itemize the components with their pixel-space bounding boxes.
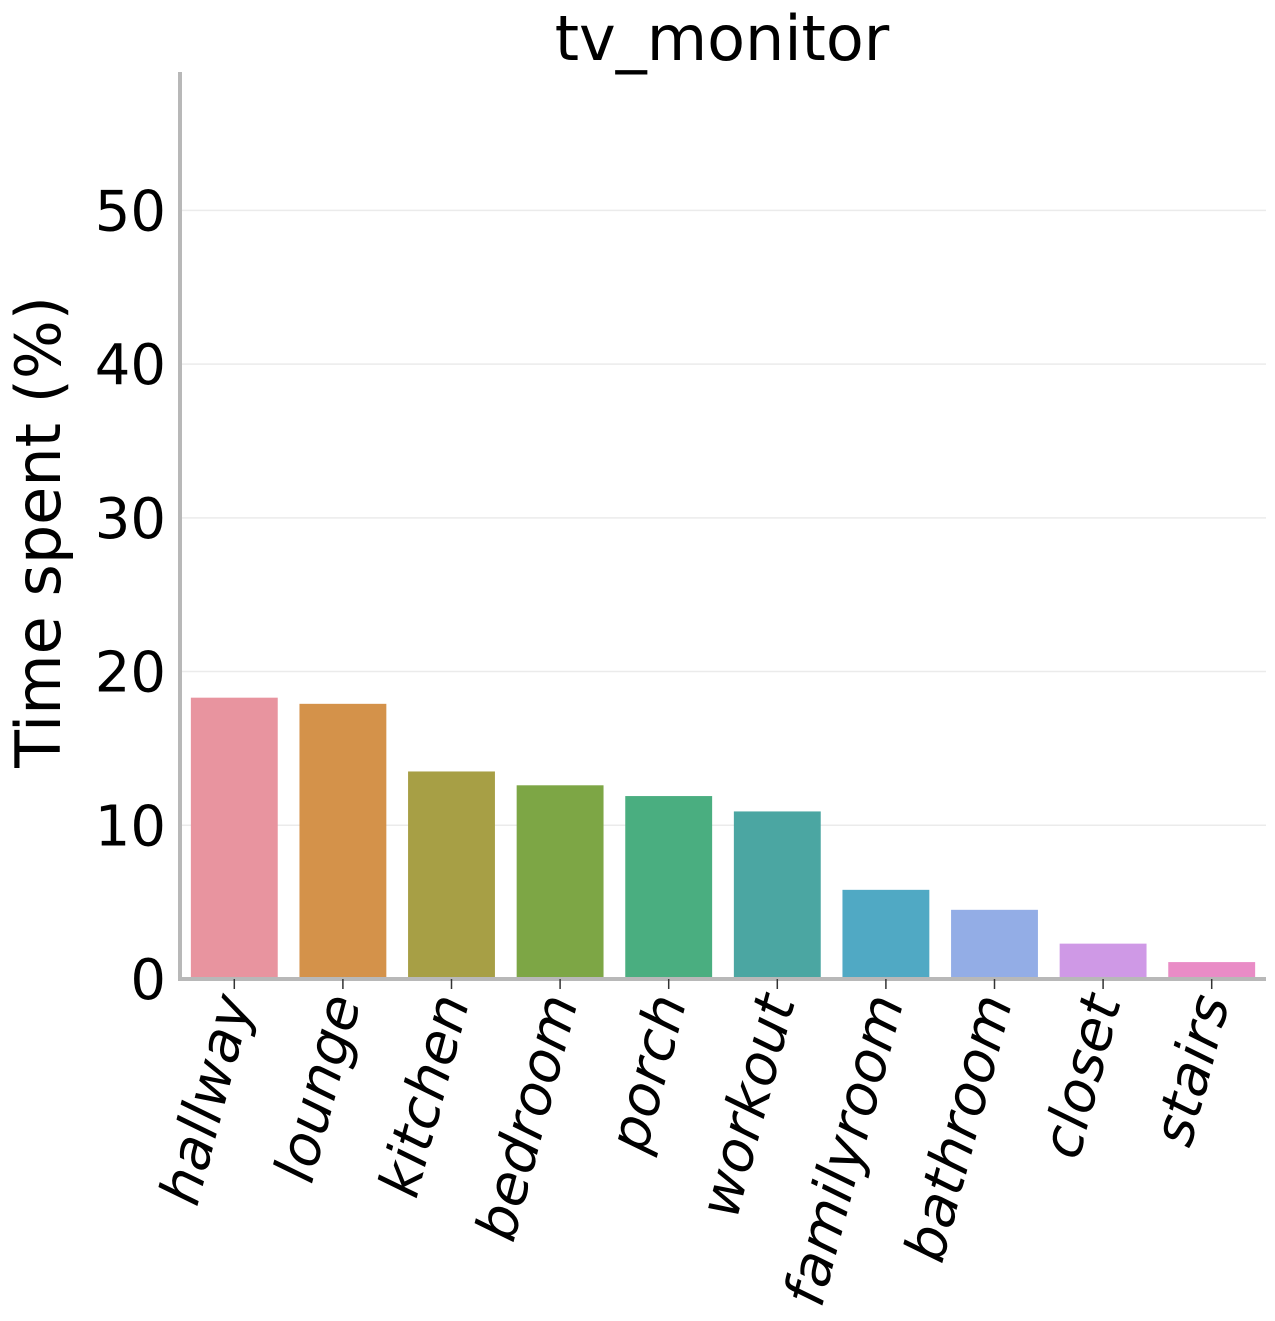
x-tick-label-closet: closet xyxy=(1029,986,1135,1165)
x-tick-label-bedroom: bedroom xyxy=(464,988,592,1248)
chart-title: tv_monitor xyxy=(555,2,890,75)
y-ticks: 0 10 20 30 40 50 xyxy=(95,179,166,1013)
bar-workout xyxy=(733,811,821,979)
bar-closet xyxy=(1059,943,1147,979)
x-tick-label-hallway: hallway xyxy=(148,987,266,1212)
bar-bathroom xyxy=(951,909,1038,979)
x-tick-label-workout: workout xyxy=(687,986,809,1224)
x-tick-label-kitchen: kitchen xyxy=(367,988,483,1204)
y-tick-label: 20 xyxy=(95,641,166,706)
y-axis-label: Time spent (%) xyxy=(2,296,75,769)
x-tick-label-bathroom: bathroom xyxy=(892,988,1026,1269)
x-tick-label-lounge: lounge xyxy=(262,988,374,1189)
bar-stairs xyxy=(1168,962,1256,979)
y-tick-label: 30 xyxy=(95,487,166,552)
y-tick-label: 40 xyxy=(95,333,166,398)
bar-bedroom xyxy=(516,785,604,979)
x-tick-label-porch: porch xyxy=(596,988,700,1159)
bar-lounge xyxy=(299,703,387,979)
y-tick-label: 50 xyxy=(95,179,166,244)
bar-kitchen xyxy=(408,771,495,979)
bar-familyroom xyxy=(842,889,930,979)
y-tick-label: 10 xyxy=(95,794,166,859)
y-tick-label: 0 xyxy=(130,948,166,1013)
bars xyxy=(190,697,1256,979)
bar-porch xyxy=(625,796,713,979)
axes xyxy=(178,72,1266,981)
x-tick-label-stairs: stairs xyxy=(1141,988,1243,1153)
grid-lines xyxy=(180,209,1266,827)
bar-hallway xyxy=(190,697,278,979)
